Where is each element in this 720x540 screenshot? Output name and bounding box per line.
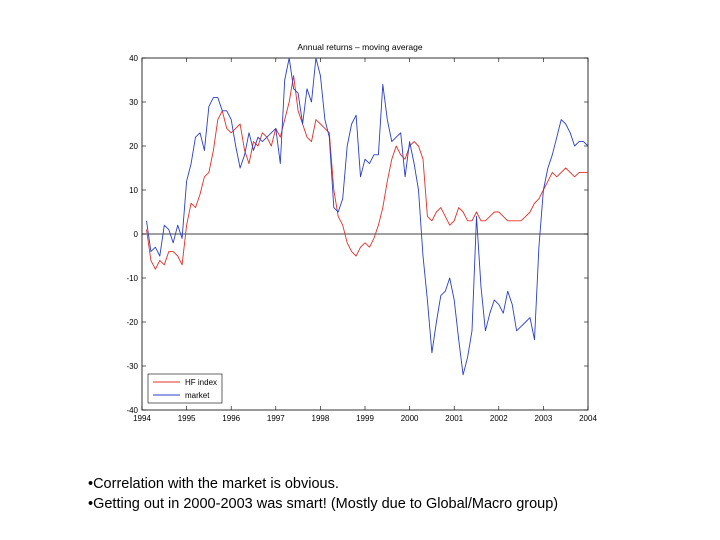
x-tick-label: 2004 [579, 414, 597, 423]
x-tick-label: 1996 [222, 414, 240, 423]
legend-label-hf-index: HF index [185, 378, 217, 387]
y-tick-label: 10 [129, 186, 138, 195]
notes: •Correlation with the market is obvious.… [88, 474, 558, 514]
legend: HF index market [147, 373, 223, 404]
y-tick-label: -30 [126, 362, 138, 371]
x-tick-label: 2000 [401, 414, 419, 423]
y-tick-label: 40 [129, 54, 138, 63]
axis-ticks: 1994 1995 1996 1997 1998 1999 2000 2001 2002 2003… [126, 54, 597, 423]
x-tick-label: 1994 [133, 414, 151, 423]
x-tick-label: 1999 [356, 414, 374, 423]
x-tick-label: 1998 [312, 414, 330, 423]
y-tick-label: -40 [126, 406, 138, 415]
y-tick-label: -10 [126, 274, 138, 283]
legend-label-market: market [185, 391, 210, 400]
series-line-hf-index [146, 75, 588, 270]
x-tick-label: 1997 [267, 414, 285, 423]
legend-box [147, 373, 223, 404]
note-getting-out: •Getting out in 2000-2003 was smart! (Mo… [88, 496, 559, 512]
y-tick-label: -20 [126, 318, 138, 327]
x-tick-label: 2001 [445, 414, 463, 423]
series-group [146, 57, 589, 376]
y-tick-label: 0 [134, 230, 139, 239]
x-tick-label: 1995 [178, 414, 196, 423]
chart-title: Annual returns – moving average [297, 42, 422, 52]
x-tick-label: 2002 [490, 414, 508, 423]
y-tick-label: 20 [129, 142, 138, 151]
x-tick-label: 2003 [535, 414, 553, 423]
note-correlation: •Correlation with the market is obvious. [88, 476, 339, 492]
chart: Annual returns – moving average 1994 1995… [126, 42, 597, 423]
series-line-market [146, 57, 589, 376]
y-tick-label: 30 [129, 98, 138, 107]
